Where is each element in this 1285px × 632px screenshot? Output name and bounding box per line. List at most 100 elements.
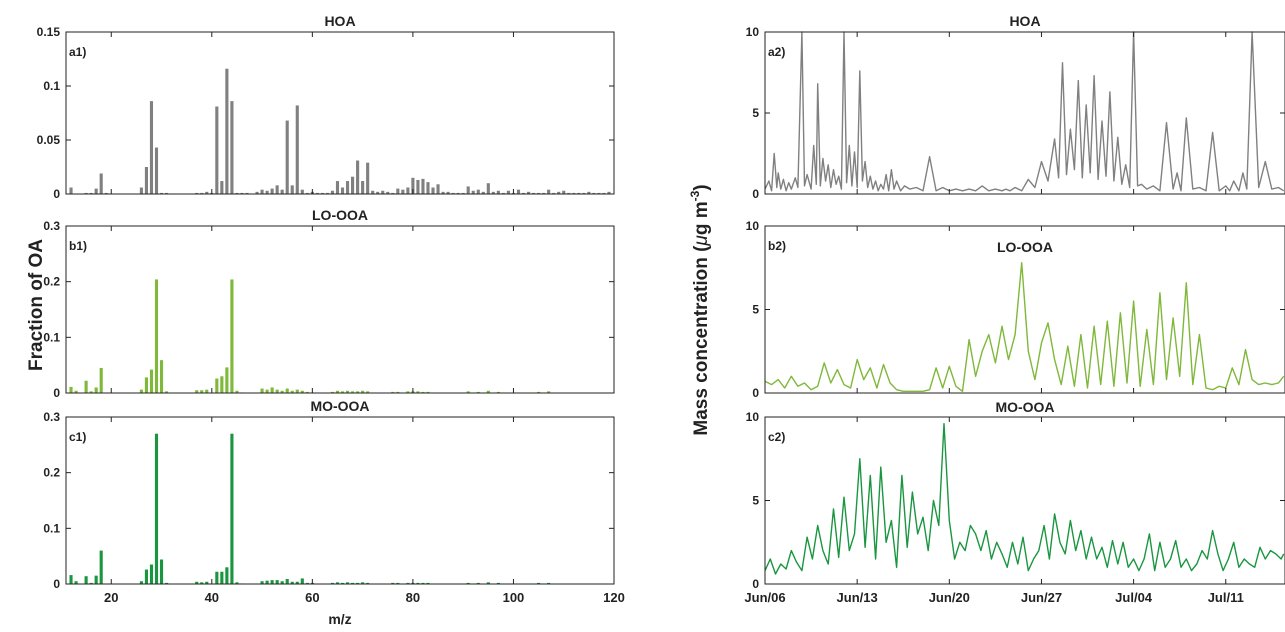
bar-mz-113 [577,192,581,194]
bar-mz-28 [149,369,154,393]
left-y-axis-label: Fraction of OA [26,239,47,371]
bar-mz-37 [195,192,199,194]
panel-title: LO-OOA [997,239,1053,255]
bar-mz-104 [532,192,536,194]
bar-mz-76 [391,582,395,584]
bar-mz-41 [215,106,219,194]
panel-label: b1) [69,239,87,253]
bar-mz-107 [547,582,551,584]
bar-mz-57 [295,389,299,393]
panel-a2: 0 5 10 HOA a2) [746,13,1285,201]
bar-mz-106 [542,192,546,194]
bar-mz-96 [491,191,495,194]
bar-mz-53 [275,580,279,584]
bar-mz-98 [501,192,505,194]
bar-mz-103 [526,191,531,194]
bar-mz-90 [461,192,465,194]
bar-mz-117 [597,192,601,194]
bar-mz-75 [386,191,390,194]
bar-mz-71 [366,582,370,584]
bar-mz-101 [516,189,521,194]
bar-mz-72 [371,190,375,194]
bar-mz-45 [235,390,239,393]
bar-mz-73 [376,191,380,194]
bar-mz-82 [421,582,425,584]
bar-mz-15 [84,576,88,584]
bar-mz-92 [471,190,475,194]
bar-mz-38 [200,582,204,584]
bar-mz-52 [270,580,274,584]
bar-mz-107 [547,189,551,194]
bar-mz-67 [345,181,350,194]
bar-mz-51 [265,580,269,584]
bar-mz-65 [335,390,340,393]
bar-mz-84 [431,187,435,194]
x-tick-label: Jun/20 [929,590,970,605]
bar-mz-61 [315,192,319,194]
bar-mz-53 [275,185,279,194]
bar-mz-93 [476,391,480,393]
bar-mz-105 [537,391,541,393]
x-axis-label: m/z [328,611,351,627]
bar-mz-78 [401,189,405,194]
panel-c1: 0 0.1 0.2 0.3 20 40 60 80 100 120 MO-OOA c1) m/z [43,398,625,627]
bar-mz-91 [466,391,470,393]
bar-mz-59 [305,582,309,584]
y-tick-label: 10 [746,219,760,233]
bar-mz-58 [300,189,304,194]
y-tick-label: 0 [53,577,60,591]
y-tick-label: 0.05 [37,133,61,147]
bar-mz-29 [154,433,159,584]
right-y-axis-label: Mass concentration (μg m-3) [688,184,712,435]
bar-mz-66 [340,582,345,584]
bar-mz-53 [275,389,279,393]
x-tick-label: 120 [603,590,625,605]
bar-mz-13 [74,581,78,584]
bar-mz-105 [537,582,541,584]
y-tick-label: 0.3 [43,219,60,233]
bar-mz-27 [144,569,148,584]
x-tick-label: Jun/06 [744,590,785,605]
series-line-mo-ooa [764,423,1285,575]
y-tick-label: 0 [53,187,60,201]
bar-mz-52 [270,387,274,393]
bar-mz-17 [94,387,98,393]
bar-mz-68 [351,391,355,393]
bar-mz-93 [476,189,480,194]
bar-mz-18 [99,550,103,584]
bar-mz-43 [225,367,229,393]
bar-mz-37 [195,581,199,584]
bar-mz-41 [215,378,219,393]
bar-mz-50 [260,189,264,194]
panel-title: HOA [1009,13,1040,29]
bar-mz-94 [481,191,485,194]
bar-mz-77 [396,391,400,393]
bar-mz-13 [74,390,78,393]
y-tick-label: 0.3 [43,410,60,424]
bar-mz-31 [164,192,169,194]
panel-title: HOA [324,13,355,29]
bar-mz-39 [205,389,209,393]
bar-mz-83 [426,391,430,393]
y-tick-label: 0.2 [43,466,60,480]
bar-mz-29 [154,279,159,393]
bar-mz-112 [572,192,576,194]
bar-mz-65 [335,181,340,194]
bar-mz-50 [260,581,264,584]
bar-mz-82 [421,391,425,393]
bar-mz-70 [361,390,365,393]
y-tick-label: 0 [752,577,759,591]
bar-mz-69 [356,391,360,393]
bar-mz-99 [506,190,510,194]
bar-mz-76 [391,192,395,194]
bar-mz-58 [300,390,304,393]
bar-mz-28 [149,564,154,584]
x-tick-label: 80 [406,590,420,605]
bar-mz-69 [356,160,360,194]
bar-mz-30 [159,559,164,584]
bar-mz-81 [416,179,420,194]
bar-mz-69 [356,582,360,584]
panel-c2: 0 5 10 Jun/06 Jun/13 Jun/20 Jun/27 Jul/04 Jul/11… [744,399,1285,605]
bar-mz-116 [592,192,596,194]
y-tick-label: 0 [752,187,759,201]
